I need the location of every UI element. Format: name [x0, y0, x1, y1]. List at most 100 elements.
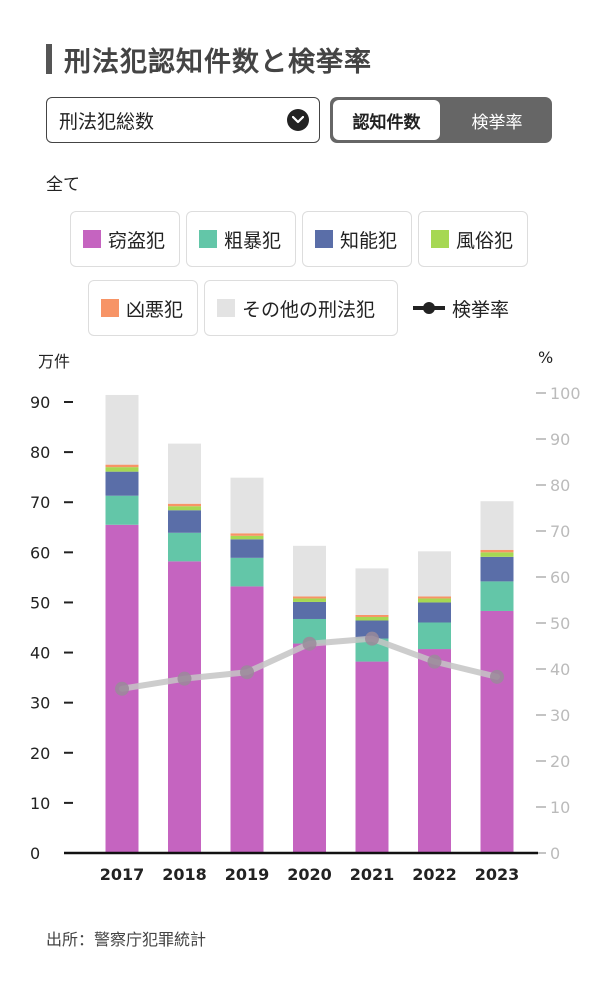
bar-segment	[168, 506, 201, 511]
y-right-tick-label: 90	[550, 430, 570, 449]
legend-item-other[interactable]: その他の刑法犯	[204, 280, 398, 336]
bar-segment	[105, 495, 139, 525]
legend-swatch	[83, 230, 101, 248]
line-legend-icon	[413, 302, 445, 314]
bar-segment	[418, 649, 451, 853]
bar-segment	[230, 557, 264, 587]
legend-swatch	[101, 299, 119, 317]
bar-segment	[168, 561, 201, 853]
chevron-down-icon	[287, 109, 309, 131]
legend-swatch	[431, 230, 449, 248]
title-accent-bar	[46, 44, 52, 74]
y-right-tick-label: 60	[550, 568, 570, 587]
y-right-tick-label: 70	[550, 522, 570, 541]
source-note: 出所：警察庁犯罪統計	[46, 930, 207, 949]
x-tick-label: 2017	[100, 865, 145, 884]
bar-segment	[480, 501, 514, 550]
x-tick-label: 2020	[287, 865, 332, 884]
clearance-rate-point	[427, 654, 442, 669]
y-left-tick-label: 60	[30, 543, 50, 562]
bar-segment	[418, 602, 451, 623]
bar-segment	[230, 477, 264, 534]
legend-item-heinous[interactable]: 凶悪犯	[88, 280, 198, 336]
y-right-tick-label: 0	[550, 844, 560, 863]
y-right-tick-label: 10	[550, 798, 570, 817]
bar-segment	[293, 545, 326, 597]
bar-segment	[418, 598, 451, 603]
y-right-tick-label: 50	[550, 614, 570, 633]
bar-segment	[355, 661, 389, 853]
y-axis-right-unit: %	[538, 348, 554, 367]
y-right-tick-label: 100	[550, 384, 581, 403]
metric-toggle: 認知件数 検挙率	[330, 97, 552, 143]
bar-segment	[293, 596, 326, 599]
bar-segment	[418, 596, 451, 599]
bar-segment	[480, 556, 514, 582]
clearance-rate-point	[177, 671, 192, 686]
legend-label: 検挙率	[452, 298, 510, 321]
bar-segment	[293, 598, 326, 602]
stacked-bar-chart: 0 10 20 30 40 50 60 70 80 90 0 10 20 30 40 50 60 70 80 90 10…	[30, 384, 581, 884]
y-left-tick-label: 70	[30, 493, 50, 512]
bar-segment	[480, 549, 514, 553]
bar-segment	[105, 467, 139, 472]
legend-label: 粗暴犯	[224, 229, 282, 252]
bar-segment	[480, 610, 514, 853]
y-left-tick-label: 40	[30, 644, 50, 663]
legend-label: 凶悪犯	[126, 298, 184, 321]
x-tick-label: 2021	[350, 865, 395, 884]
legend-swatch	[199, 230, 217, 248]
y-left-tick-label: 10	[30, 794, 50, 813]
legend-label: 風俗犯	[456, 229, 514, 252]
bar-segment	[293, 601, 326, 619]
bar-segment	[418, 622, 451, 650]
subset-label: 全て	[46, 175, 80, 195]
legend-item-violent[interactable]: 粗暴犯	[186, 211, 296, 267]
legend-item-theft[interactable]: 窃盗犯	[70, 211, 180, 267]
y-left-tick-label: 90	[30, 393, 50, 412]
clearance-rate-point	[240, 665, 254, 680]
clearance-rate-point	[302, 636, 317, 651]
bar-segment	[480, 552, 514, 557]
toggle-clearance-rate[interactable]: 検挙率	[471, 112, 523, 133]
bar-segment	[230, 539, 264, 558]
title-block: 刑法犯認知件数と検挙率	[46, 44, 372, 78]
toggle-recognized-count[interactable]: 認知件数	[333, 100, 440, 140]
bar-segment	[105, 471, 139, 496]
crime-type-select[interactable]: 刑法犯総数	[46, 97, 320, 143]
bar-segment	[168, 443, 201, 504]
bar-segment	[168, 503, 201, 507]
legend-item-clearance-rate[interactable]: 検挙率	[412, 280, 509, 336]
x-tick-label: 2019	[225, 865, 270, 884]
x-tick-label: 2018	[162, 865, 207, 884]
clearance-rate-point	[490, 669, 504, 684]
y-right-tick-label: 40	[550, 660, 570, 679]
legend-swatch	[217, 299, 235, 317]
legend-item-moral[interactable]: 風俗犯	[418, 211, 528, 267]
bar-segment	[480, 581, 514, 611]
y-left-tick-label: 0	[30, 844, 40, 863]
bar-segment	[355, 616, 389, 621]
x-tick-label: 2023	[475, 865, 520, 884]
bar-segment	[230, 533, 264, 536]
legend-item-intellectual[interactable]: 知能犯	[302, 211, 412, 267]
page-title: 刑法犯認知件数と検挙率	[64, 46, 372, 78]
bar-segment	[230, 535, 264, 540]
bar-segment	[105, 394, 139, 465]
y-left-tick-label: 20	[30, 744, 50, 763]
bar-segment	[418, 551, 451, 597]
y-right-tick-label: 80	[550, 476, 570, 495]
legend-label: 窃盗犯	[108, 229, 166, 252]
y-left-tick-label: 30	[30, 694, 50, 713]
bar-segment	[355, 614, 389, 617]
legend-label: その他の刑法犯	[242, 298, 376, 321]
x-tick-label: 2022	[412, 865, 457, 884]
y-axis-left-unit: 万件	[38, 352, 71, 371]
y-left-tick-label: 50	[30, 593, 50, 612]
clearance-rate-point	[365, 631, 379, 646]
bar-segment	[230, 586, 264, 853]
bar-segment	[168, 532, 201, 562]
y-right-tick-label: 30	[550, 706, 570, 725]
bar-segment	[105, 464, 139, 468]
legend-label: 知能犯	[340, 229, 398, 252]
